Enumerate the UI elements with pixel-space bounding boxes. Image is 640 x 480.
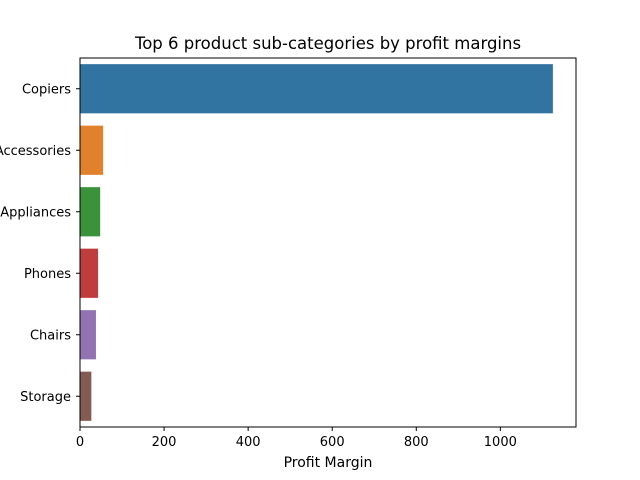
x-tick-label: 0 xyxy=(76,435,84,450)
bar-phones xyxy=(80,248,99,298)
plot-frame xyxy=(79,57,577,428)
x-tick-label: 400 xyxy=(236,435,261,450)
x-tick-label: 1000 xyxy=(484,435,517,450)
bar-storage xyxy=(80,371,92,421)
y-tick-label: Phones xyxy=(24,267,71,282)
axes-frame xyxy=(79,57,577,428)
bars-group xyxy=(80,64,553,421)
bar-appliances xyxy=(80,187,101,237)
x-axis-title: Profit Margin xyxy=(284,455,373,471)
bar-accessories xyxy=(80,125,104,175)
y-axis-ticks: Copiers Accessories Appliances Phones Chairs… xyxy=(0,82,80,405)
x-axis-ticks: 0 200 400 600 800 1000 xyxy=(76,427,517,450)
y-tick-label: Chairs xyxy=(30,328,71,343)
bar-copiers xyxy=(80,64,553,114)
bar-chairs xyxy=(80,310,96,360)
y-tick-label: Storage xyxy=(20,390,71,405)
x-tick-label: 800 xyxy=(404,435,429,450)
x-tick-label: 600 xyxy=(320,435,345,450)
chart-title: Top 6 product sub-categories by profit m… xyxy=(134,34,521,53)
y-tick-label: Copiers xyxy=(22,82,71,97)
x-tick-label: 200 xyxy=(152,435,177,450)
y-tick-label: Accessories xyxy=(0,144,71,159)
y-tick-label: Appliances xyxy=(0,205,71,220)
